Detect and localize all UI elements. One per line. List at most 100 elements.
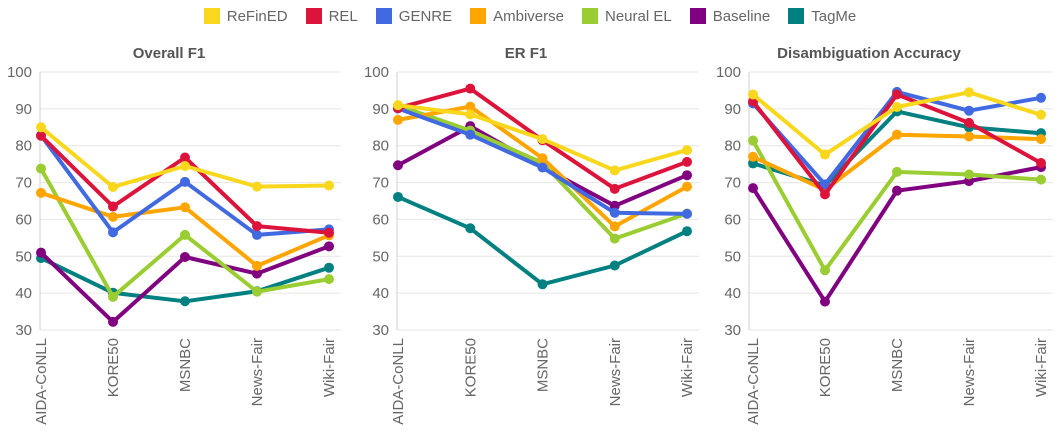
data-point — [609, 260, 620, 271]
y-tick-label: 50 — [724, 248, 741, 265]
series-line — [751, 132, 1043, 192]
data-point — [180, 229, 190, 240]
x-tick-label: AIDA-CoNLL — [33, 338, 50, 425]
data-point — [252, 260, 262, 271]
y-tick-label: 100 — [716, 64, 741, 81]
y-tick-label: 30 — [15, 322, 32, 339]
x-tick-label: KORE50 — [817, 338, 834, 397]
chart-panel-1: Overall F1 30 40 50 60 70 80 90 100 AIDA-CoNLL KOR… — [7, 45, 341, 425]
data-point — [820, 179, 830, 190]
y-tick-label: 70 — [724, 175, 741, 192]
data-point — [748, 183, 758, 194]
data-point — [892, 102, 902, 113]
data-point — [393, 100, 403, 111]
legend-item-ambiverse[interactable]: Ambiverse — [470, 8, 564, 25]
data-point — [748, 151, 758, 162]
series-neural-el — [748, 135, 1046, 276]
data-point — [682, 226, 692, 237]
data-point — [324, 180, 334, 191]
data-point — [180, 296, 190, 307]
data-point — [609, 221, 620, 232]
data-point — [36, 247, 46, 258]
data-point — [180, 202, 190, 213]
data-point — [1036, 174, 1046, 185]
data-point — [820, 265, 830, 276]
x-tick-label: MSNBC — [177, 338, 194, 392]
legend: ReFinED REL GENRE Ambiverse Neural EL Baselin… — [0, 4, 1060, 28]
series-baseline — [36, 241, 334, 327]
data-point — [108, 291, 118, 302]
x-tick-label: AIDA-CoNLL — [745, 338, 762, 425]
y-tick-label: 80 — [724, 138, 741, 155]
data-point — [465, 109, 476, 120]
y-tick-label: 60 — [724, 211, 741, 228]
legend-swatch — [203, 8, 220, 24]
legend-item-refined[interactable]: ReFinED — [203, 8, 288, 25]
data-point — [252, 221, 262, 232]
data-point — [108, 227, 118, 238]
series-baseline — [748, 162, 1046, 307]
data-point — [252, 229, 262, 240]
data-point — [36, 187, 46, 198]
y-tick-label: 100 — [7, 64, 32, 81]
data-point — [324, 262, 334, 273]
series-tagme — [393, 191, 692, 290]
data-point — [324, 241, 334, 252]
series-refined — [748, 87, 1046, 160]
data-point — [36, 122, 46, 133]
y-tick-label: 50 — [15, 248, 32, 265]
data-point — [465, 129, 476, 140]
y-tick-label: 80 — [372, 138, 389, 155]
y-tick-label: 30 — [372, 322, 389, 339]
y-tick-label: 90 — [372, 101, 389, 118]
data-point — [252, 181, 262, 192]
x-tick-label: KORE50 — [105, 338, 122, 397]
chart-title: Disambiguation Accuracy — [777, 45, 961, 62]
legend-label: REL — [328, 7, 358, 25]
legend-item-baseline[interactable]: Baseline — [689, 7, 771, 25]
chart-title: Overall F1 — [133, 45, 206, 62]
x-tick-label: News-Fair — [607, 338, 624, 406]
y-tick-label: 40 — [724, 285, 741, 302]
legend-item-rel[interactable]: REL — [305, 7, 358, 25]
data-point — [609, 183, 620, 194]
legend-swatch — [470, 8, 487, 24]
chart-panel-3: Disambiguation Accuracy 30 40 50 60 70 80 90 100… — [716, 45, 1053, 425]
y-tick-label: 90 — [15, 101, 32, 118]
legend-item-tagme[interactable]: TagMe — [788, 8, 856, 25]
data-point — [964, 87, 974, 98]
legend-swatch — [689, 8, 706, 24]
legend-label: TagMe — [811, 7, 857, 25]
x-tick-label: MSNBC — [889, 338, 906, 392]
data-point — [180, 152, 190, 163]
data-point — [324, 227, 334, 238]
data-point — [1036, 92, 1046, 103]
y-tick-label: 100 — [364, 64, 389, 81]
legend-swatch — [305, 8, 322, 24]
data-point — [324, 274, 334, 285]
data-point — [537, 134, 548, 145]
series-genre — [393, 103, 692, 219]
data-point — [1036, 158, 1046, 169]
y-tick-label: 60 — [372, 211, 389, 228]
x-tick-label: AIDA-CoNLL — [390, 338, 407, 425]
series-rel — [36, 130, 334, 238]
data-point — [609, 165, 620, 176]
legend-label: Baseline — [712, 7, 771, 25]
x-tick-label: Wiki-Fair — [321, 338, 338, 397]
data-point — [537, 279, 548, 290]
legend-item-neural-el[interactable]: Neural EL — [581, 7, 672, 25]
legend-label: Ambiverse — [493, 7, 564, 25]
legend-item-genre[interactable]: GENRE — [375, 8, 452, 25]
data-point — [820, 296, 830, 307]
data-point — [393, 191, 403, 202]
data-point — [1036, 109, 1046, 120]
data-point — [36, 163, 46, 174]
data-point — [108, 211, 118, 222]
y-tick-label: 70 — [15, 175, 32, 192]
legend-label: Neural EL — [604, 7, 672, 25]
data-point — [682, 170, 692, 181]
y-tick-label: 90 — [724, 101, 741, 118]
data-point — [682, 208, 692, 219]
